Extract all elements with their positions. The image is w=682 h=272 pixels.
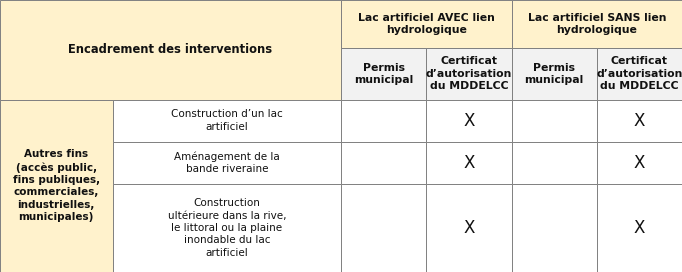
Bar — [113, 100, 341, 142]
Text: X: X — [634, 154, 645, 172]
Bar — [512, 142, 597, 184]
Bar — [341, 0, 512, 48]
Bar — [426, 100, 512, 142]
Bar — [512, 48, 597, 100]
Bar — [341, 48, 426, 100]
Bar — [341, 142, 426, 184]
Bar — [597, 184, 682, 272]
Text: Lac artificiel SANS lien
hydrologique: Lac artificiel SANS lien hydrologique — [527, 13, 666, 35]
Bar — [0, 100, 113, 272]
Text: Autres fins
(accès public,
fins publiques,
commerciales,
industrielles,
municipa: Autres fins (accès public, fins publique… — [13, 149, 100, 222]
Text: X: X — [634, 219, 645, 237]
Bar — [426, 48, 512, 100]
Bar — [341, 184, 426, 272]
Bar — [597, 100, 682, 142]
Text: Construction d’un lac
artificiel: Construction d’un lac artificiel — [171, 109, 282, 132]
Text: Construction
ultérieure dans la rive,
le littoral ou la plaine
inondable du lac
: Construction ultérieure dans la rive, le… — [168, 198, 286, 258]
Text: Permis
municipal: Permis municipal — [524, 63, 584, 85]
Text: Aménagement de la
bande riveraine: Aménagement de la bande riveraine — [174, 151, 280, 174]
Bar — [512, 100, 597, 142]
Bar — [0, 0, 341, 100]
Bar — [113, 184, 341, 272]
Text: X: X — [463, 154, 475, 172]
Bar — [512, 184, 597, 272]
Bar — [113, 142, 341, 184]
Text: X: X — [634, 112, 645, 130]
Bar — [426, 184, 512, 272]
Text: Encadrement des interventions: Encadrement des interventions — [68, 43, 273, 56]
Text: Certificat
d’autorisation
du MDDELCC: Certificat d’autorisation du MDDELCC — [596, 56, 682, 91]
Bar — [597, 48, 682, 100]
Bar — [597, 142, 682, 184]
Bar — [512, 0, 682, 48]
Bar — [426, 142, 512, 184]
Text: X: X — [463, 219, 475, 237]
Text: Lac artificiel AVEC lien
hydrologique: Lac artificiel AVEC lien hydrologique — [358, 13, 494, 35]
Text: Permis
municipal: Permis municipal — [354, 63, 413, 85]
Text: X: X — [463, 112, 475, 130]
Bar — [341, 100, 426, 142]
Text: Certificat
d’autorisation
du MDDELCC: Certificat d’autorisation du MDDELCC — [426, 56, 512, 91]
